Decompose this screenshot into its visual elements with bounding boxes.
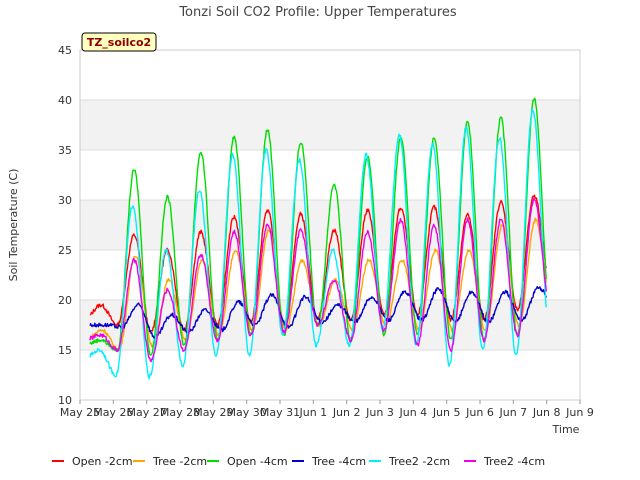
y-tick-label: 20: [58, 294, 72, 307]
legend-item: Tree -4cm: [292, 455, 366, 468]
legend-label: Open -2cm: [72, 455, 133, 468]
y-tick-label: 30: [58, 194, 72, 207]
legend-item: Tree2 -4cm: [464, 455, 545, 468]
legend-item: Open -2cm: [52, 455, 133, 468]
legend-label: Tree -2cm: [152, 455, 207, 468]
x-tick-label: May 30: [227, 406, 267, 419]
legend-label: Tree2 -2cm: [388, 455, 450, 468]
plot-frame: [79, 49, 581, 401]
chart-title: Tonzi Soil CO2 Profile: Upper Temperatur…: [178, 5, 457, 20]
x-tick-label: Jun 8: [532, 406, 561, 419]
series-line-4: [89, 286, 547, 339]
dataset-badge: TZ_soilco2: [81, 32, 157, 52]
legend-item: Tree -2cm: [133, 455, 207, 468]
y-tick-label: 10: [58, 394, 72, 407]
legend: Open -2cm Tree -2cm Open -4cm Tree -4cm Tree…: [52, 455, 545, 468]
x-axis-title: Time: [552, 423, 580, 436]
x-tick-label: May 27: [127, 406, 167, 419]
legend-label: Tree -4cm: [311, 455, 366, 468]
x-tick-label: Jun 6: [465, 406, 494, 419]
x-tick-label: Jun 5: [432, 406, 461, 419]
x-tick-label: May 28: [160, 406, 200, 419]
y-tick-label: 40: [58, 94, 72, 107]
series-line-3: [89, 97, 547, 356]
y-axis-ticks: 10 15 20 25 30 35 40 45: [58, 44, 72, 407]
dataset-badge-label: TZ_soilco2: [87, 36, 151, 49]
x-tick-label: May 31: [260, 406, 300, 419]
series-line-5: [89, 108, 547, 380]
series-line-6: [89, 197, 547, 363]
y-tick-label: 25: [58, 244, 72, 257]
x-tick-label: May 26: [93, 406, 133, 419]
legend-item: Open -4cm: [207, 455, 288, 468]
x-tick-label: Jun 1: [298, 406, 327, 419]
y-tick-label: 45: [58, 44, 72, 57]
x-tick-label: Jun 9: [565, 406, 594, 419]
x-tick-label: Jun 7: [498, 406, 527, 419]
x-tick-label: Jun 3: [365, 406, 394, 419]
x-tick-label: May 29: [193, 406, 233, 419]
legend-item: Tree2 -2cm: [369, 455, 450, 468]
y-axis-title: Soil Temperature (C): [7, 169, 20, 282]
x-tick-label: May 25: [60, 406, 100, 419]
legend-label: Open -4cm: [227, 455, 288, 468]
y-tick-label: 15: [58, 344, 72, 357]
x-tick-label: Jun 2: [332, 406, 361, 419]
y-tick-label: 35: [58, 144, 72, 157]
legend-label: Tree2 -4cm: [483, 455, 545, 468]
series-lines: [89, 97, 547, 380]
x-tick-label: Jun 4: [398, 406, 427, 419]
